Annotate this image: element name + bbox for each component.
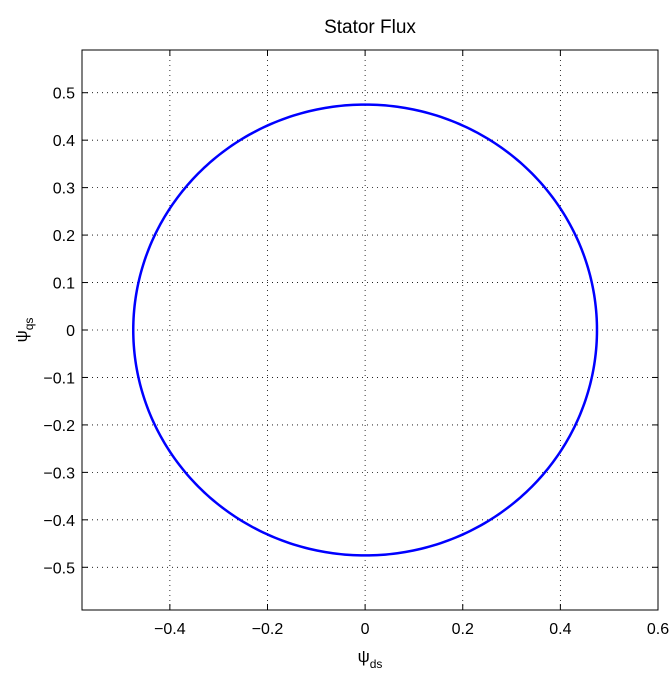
- stator-flux-trace: [131, 103, 599, 557]
- x-tick-label: −0.2: [252, 621, 284, 638]
- y-tick-label: 0.4: [53, 133, 75, 150]
- y-axis-label-symbol: ψ: [12, 330, 31, 342]
- x-axis-label-symbol: ψ: [358, 647, 370, 666]
- y-tick-label: 0.5: [53, 86, 75, 103]
- y-tick-label: 0.2: [53, 228, 75, 245]
- x-tick-label: 0.6: [647, 621, 669, 638]
- x-axis-label-subscript: ds: [370, 657, 383, 671]
- y-tick-label: 0.3: [53, 181, 75, 198]
- x-axis-label: ψds: [358, 647, 383, 671]
- y-axis-label: ψqs: [12, 318, 36, 343]
- x-tick-label: −0.4: [154, 621, 186, 638]
- grid-lines: [82, 50, 658, 610]
- x-tick-label: 0.2: [452, 621, 474, 638]
- x-tick-label: 0.4: [549, 621, 571, 638]
- y-axis-label-subscript: qs: [22, 318, 36, 331]
- y-tick-label: 0.1: [53, 276, 75, 293]
- y-tick-label: −0.2: [43, 418, 75, 435]
- tick-marks: [82, 50, 659, 610]
- y-tick-label: −0.5: [43, 560, 75, 577]
- y-tick-label: −0.1: [43, 370, 75, 387]
- y-tick-label: −0.4: [43, 513, 75, 530]
- y-tick-labels: 0.5 0.4 0.3 0.2 0.1 0 −0.1 −0.2 −0.3 −0.4 −0.5: [43, 86, 75, 578]
- x-tick-label: 0: [361, 621, 370, 638]
- y-tick-label: −0.3: [43, 465, 75, 482]
- chart-title: Stator Flux: [324, 17, 416, 38]
- y-tick-label: 0: [66, 323, 75, 340]
- plot-area-frame: [81, 49, 659, 611]
- x-tick-labels: −0.4 −0.2 0 0.2 0.4 0.6: [154, 621, 669, 638]
